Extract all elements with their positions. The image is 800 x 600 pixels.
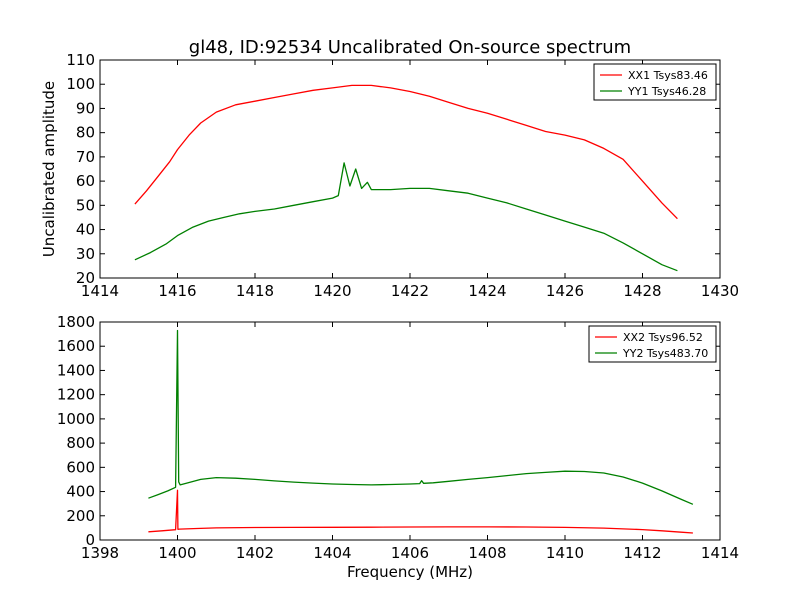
series-line-1-1 [134, 84, 678, 220]
legend-entry: YY2 Tsys483.70 [622, 347, 708, 360]
y-tick-label: 50 [76, 196, 95, 214]
x-tick-label: 1426 [546, 282, 584, 300]
y-tick-label: 200 [66, 507, 95, 525]
x-tick-label: 1408 [468, 544, 506, 562]
figure-title: gl48, ID:92534 Uncalibrated On-source sp… [189, 37, 631, 58]
y-tick-label: 1000 [57, 410, 95, 428]
series-line-1-2 [134, 162, 678, 272]
y-tick-label: 110 [66, 51, 95, 69]
legend-entry: XX1 Tsys83.46 [628, 69, 708, 82]
series-line-2-1 [148, 489, 693, 534]
y-tick-label: 0 [85, 531, 95, 549]
y-tick-label: 100 [66, 75, 95, 93]
y-tick-label: 90 [76, 99, 95, 117]
x-tick-label: 1414 [81, 282, 119, 300]
x-tick-label: 1406 [391, 544, 429, 562]
x-tick-label: 1428 [623, 282, 661, 300]
x-tick-label: 1418 [236, 282, 274, 300]
legend-entry: XX2 Tsys96.52 [623, 331, 703, 344]
y-tick-label: 800 [66, 434, 95, 452]
y-axis-title: Uncalibrated amplitude [40, 81, 58, 257]
y-tick-label: 1400 [57, 361, 95, 379]
x-tick-label: 1412 [623, 544, 661, 562]
top-spectrum-panel: 1414 1416 1418 1420 1422 1424 1426 1428 1430 20 30… [40, 51, 739, 300]
y-tick-label: 400 [66, 483, 95, 501]
x-tick-label: 1416 [158, 282, 196, 300]
legend-box [588, 325, 717, 363]
y-tick-label: 600 [66, 458, 95, 476]
x-tick-label: 1422 [391, 282, 429, 300]
legend: XX2 Tsys96.52 YY2 Tsys483.70 [588, 325, 717, 363]
y-tick-label: 70 [76, 148, 95, 166]
y-tick-label: 60 [76, 172, 95, 190]
x-tick-label: 1400 [158, 544, 196, 562]
legend-entry: YY1 Tsys46.28 [627, 85, 706, 98]
y-tick-label: 1600 [57, 337, 95, 355]
y-tick-label: 20 [76, 269, 95, 287]
x-tick-label: 1414 [701, 544, 739, 562]
y-tick-label: 40 [76, 221, 95, 239]
bottom-spectrum-panel: 1398 1400 1402 1404 1406 1408 1410 1412 1414 0 200… [57, 313, 739, 581]
y-tick-label: 30 [76, 245, 95, 263]
x-tick-label: 1430 [701, 282, 739, 300]
y-tick-label: 1200 [57, 386, 95, 404]
x-tick-label: 1404 [313, 544, 351, 562]
y-tick-label: 80 [76, 124, 95, 142]
x-tick-label: 1410 [546, 544, 584, 562]
legend-box [593, 63, 717, 101]
series-line-2-2 [148, 329, 694, 505]
x-axis-title: Frequency (MHz) [347, 563, 473, 581]
x-tick-label: 1420 [313, 282, 351, 300]
x-tick-label: 1402 [236, 544, 274, 562]
x-tick-label: 1424 [468, 282, 506, 300]
y-tick-label: 1800 [57, 313, 95, 331]
x-tick-label: 1398 [81, 544, 119, 562]
legend: XX1 Tsys83.46 YY1 Tsys46.28 [593, 63, 717, 101]
